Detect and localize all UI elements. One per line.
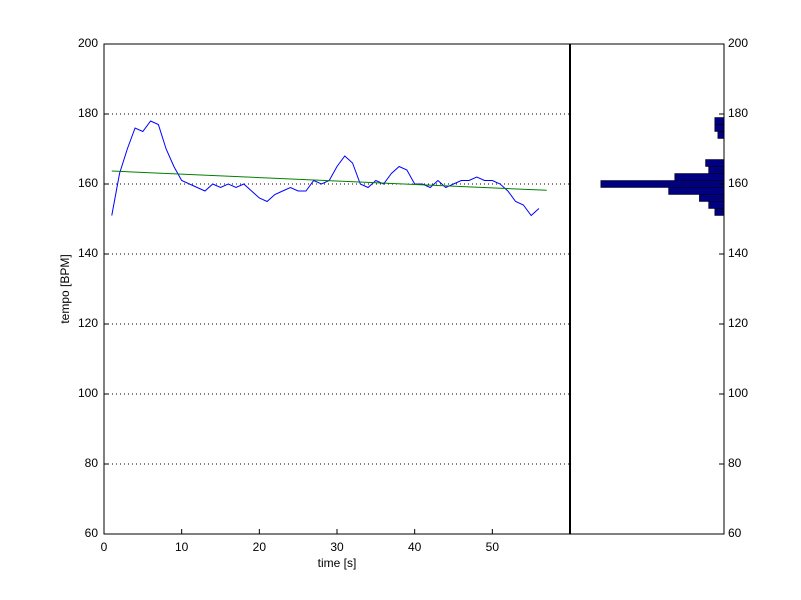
y-tick-label: 140 (728, 246, 748, 260)
histogram-bar (714, 208, 725, 216)
x-tick-label: 40 (408, 540, 422, 554)
y-tick-label: 160 (78, 176, 98, 190)
histogram-bar (668, 187, 725, 195)
histogram-bar (714, 124, 725, 132)
y-tick-label: 200 (728, 36, 748, 50)
y-tick-label: 100 (728, 386, 748, 400)
y-tick-label: 120 (78, 316, 98, 330)
y-tick-label: 60 (728, 526, 742, 540)
x-tick-label: 10 (175, 540, 189, 554)
histogram-bar (708, 166, 725, 174)
y-tick-label: 160 (728, 176, 748, 190)
histogram-bar (674, 173, 725, 181)
y-tick-label: 80 (728, 456, 742, 470)
histogram-bar (705, 159, 725, 167)
y-tick-label: 140 (78, 246, 98, 260)
x-axis-label: time [s] (318, 556, 357, 570)
y-axis-label: tempo [BPM] (58, 254, 72, 323)
histogram-bar (714, 117, 725, 125)
series-line (111, 170, 547, 191)
y-tick-label: 100 (78, 386, 98, 400)
histogram-bar (708, 201, 725, 209)
histogram-bar (717, 131, 725, 139)
y-tick-label: 120 (728, 316, 748, 330)
series-line (111, 120, 540, 217)
x-tick-label: 50 (486, 540, 500, 554)
x-tick-label: 0 (101, 540, 108, 554)
histogram-bar (600, 180, 725, 188)
y-tick-label: 180 (728, 106, 748, 120)
x-tick-label: 30 (330, 540, 344, 554)
y-tick-label: 60 (85, 526, 99, 540)
y-tick-label: 200 (78, 36, 98, 50)
histogram-bar (699, 194, 725, 202)
y-tick-label: 180 (78, 106, 98, 120)
y-tick-label: 80 (85, 456, 99, 470)
x-tick-label: 20 (253, 540, 267, 554)
